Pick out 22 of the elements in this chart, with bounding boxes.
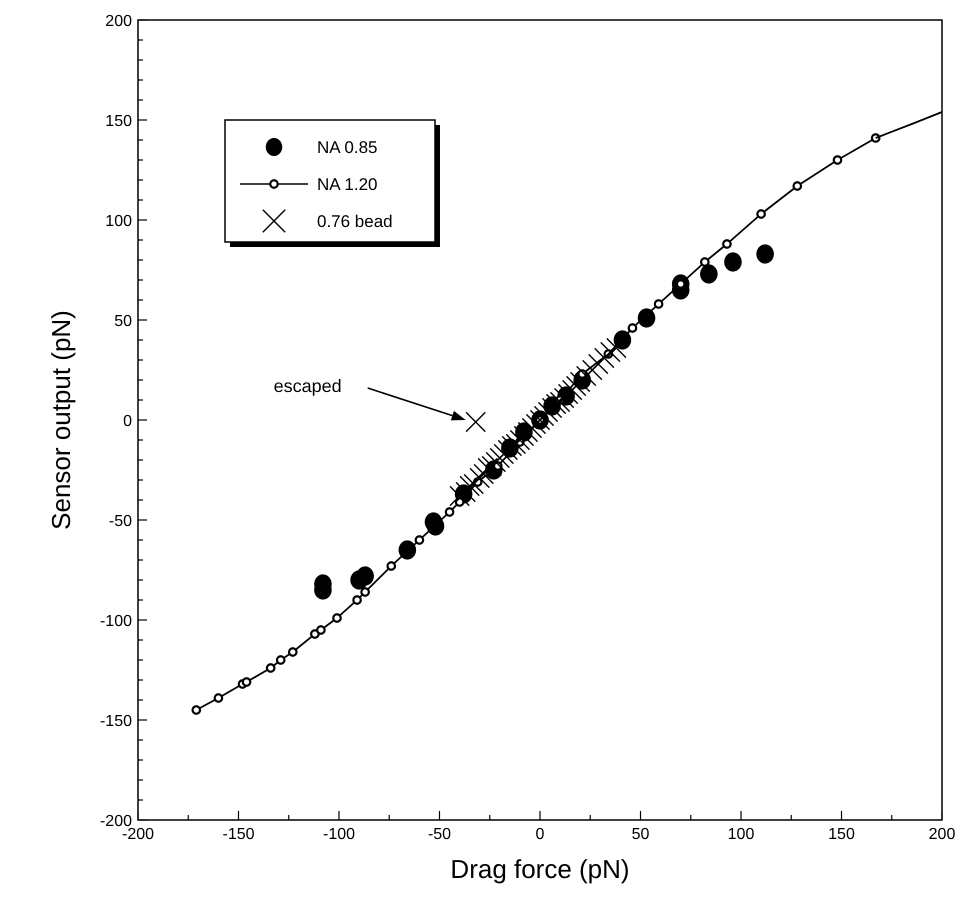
y-tick-label: 200 bbox=[105, 13, 132, 30]
legend-label: 0.76 bead bbox=[317, 212, 393, 231]
x-tick-label: -150 bbox=[222, 826, 255, 843]
legend-label: NA 1.20 bbox=[317, 175, 378, 194]
y-tick-label: 100 bbox=[105, 213, 132, 230]
x-tick-label: 150 bbox=[828, 826, 855, 843]
x-tick-label: 100 bbox=[728, 826, 754, 843]
y-tick-label: -100 bbox=[100, 613, 132, 630]
legend-label: NA 0.85 bbox=[317, 138, 378, 157]
x-tick-label: 50 bbox=[632, 826, 650, 843]
y-tick-label: -50 bbox=[108, 513, 132, 530]
x-axis-title: Drag force (pN) bbox=[450, 854, 630, 884]
x-tick-label: 0 bbox=[536, 826, 545, 843]
y-tick-label: 50 bbox=[114, 313, 132, 330]
y-tick-label: 150 bbox=[105, 113, 132, 130]
annotation: escaped bbox=[274, 376, 342, 396]
x-tick-label: -100 bbox=[322, 826, 356, 843]
y-tick-label: -150 bbox=[100, 713, 132, 730]
x-tick-label: 200 bbox=[928, 826, 956, 843]
x-tick-label: -50 bbox=[428, 826, 452, 843]
y-tick-label: 0 bbox=[123, 413, 132, 430]
y-axis-title: Sensor output (pN) bbox=[46, 310, 76, 530]
